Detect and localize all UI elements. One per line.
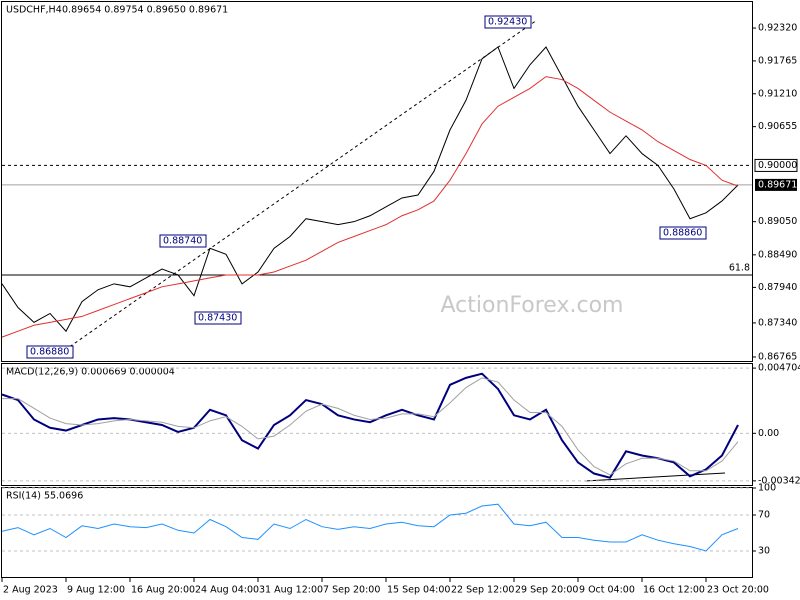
y-tick-label: 0.89050 [758,216,797,227]
annotation-box [159,234,207,248]
level-label: 61.8 [729,262,750,273]
y-tick-label: -0.003429 [758,475,800,486]
y-tick-label: 0.90655 [758,121,797,132]
x-tick-label: 9 Oct 04:00 [579,585,635,596]
y-tick-label: 0.00 [758,428,779,439]
series-line [1,372,739,479]
rsi-title: RSI(14) 55.0696 [6,491,83,502]
level-label: 0.89671 [758,179,797,190]
macd-trendline [584,472,726,482]
chart-title: USDCHF,H4 [6,5,62,16]
x-tick-label: 16 Aug 20:00 [131,585,195,596]
annotation-box [484,15,532,29]
y-tick-label: 70 [758,510,770,521]
series-line [1,46,739,333]
annotation: 0.86880 [30,347,69,358]
annotation: 0.88860 [663,228,702,239]
x-tick-label: 15 Sep 04:00 [387,585,450,596]
chart-subtitle: 0.89654 0.89754 0.89650 0.89671 [62,5,228,16]
x-tick-label: 9 Aug 12:00 [67,585,125,596]
watermark: ActionForex.com [441,293,624,318]
x-tick-label: 29 Sep 20:00 [515,585,578,596]
y-tick-label: 0.87340 [758,317,797,328]
series-line [2,377,739,476]
series-line [1,76,739,338]
annotation: 0.92430 [488,17,527,28]
x-tick-label: 23 Oct 20:00 [707,585,769,596]
y-tick-label: 0.91210 [758,88,797,99]
series-line [1,503,739,552]
macd-title: MACD(12,26,9) 0.000669 0.000004 [6,367,175,378]
annotation: 0.88740 [163,236,202,247]
y-tick-label: 100 [758,483,776,494]
x-tick-label: 7 Sep 20:00 [323,585,380,596]
x-tick-label: 16 Oct 12:00 [643,585,705,596]
y-tick-label: 0.88490 [758,249,797,260]
x-tick-label: 2 Aug 2023 [3,585,58,596]
y-tick-label: 0.86765 [758,351,797,362]
x-tick-label: 22 Sep 12:00 [451,585,514,596]
x-tick-label: 31 Aug 12:00 [259,585,323,596]
x-tick-label: 24 Aug 04:00 [195,585,259,596]
y-tick-label: 0.004704 [758,363,800,374]
macd-panel [1,363,753,486]
level-box [754,158,798,172]
annotation-box [26,345,74,359]
y-tick-label: 30 [758,546,770,557]
level-label: 0.90000 [758,160,797,171]
annotation-box [194,311,242,325]
y-tick-label: 0.87940 [758,282,797,293]
annotation-box [659,226,707,240]
annotation: 0.87430 [198,313,237,324]
y-tick-label: 0.92320 [758,23,797,34]
y-tick-label: 0.91765 [758,55,797,66]
price-panel [1,1,753,362]
level-box [755,178,797,191]
